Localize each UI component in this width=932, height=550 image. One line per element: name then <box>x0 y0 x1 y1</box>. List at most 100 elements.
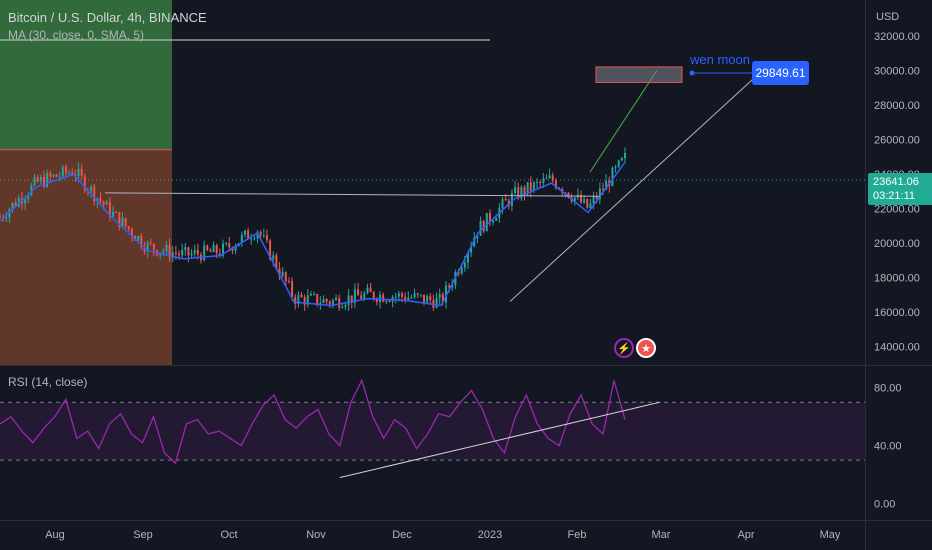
candle-body <box>165 244 168 252</box>
time-tick-label: Oct <box>220 529 237 541</box>
candle-body <box>36 177 39 182</box>
candle-body <box>190 253 193 256</box>
candle-body <box>90 186 93 192</box>
candle-body <box>240 234 243 244</box>
candle-body <box>206 245 209 251</box>
candle-body <box>96 198 99 202</box>
candle-body <box>435 297 438 308</box>
rsi-trend-line[interactable] <box>339 401 661 478</box>
candle-body <box>30 184 33 196</box>
event-icons[interactable]: ⚡ ★ <box>614 338 658 358</box>
candle-body <box>479 220 482 236</box>
candle-body <box>112 211 115 217</box>
green-zone[interactable] <box>0 0 172 150</box>
candle-body <box>108 201 111 217</box>
candle-body <box>325 299 328 302</box>
candle-body <box>363 293 366 299</box>
resistance-line[interactable] <box>104 192 601 197</box>
candle-body <box>68 172 71 174</box>
rsi-legend[interactable]: RSI (14, close) <box>8 375 88 389</box>
candle-body <box>366 287 369 294</box>
candle-body <box>407 297 410 301</box>
target-zone[interactable] <box>595 66 683 83</box>
time-tick-label: May <box>820 529 841 541</box>
candle-body <box>181 250 184 256</box>
time-tick-label: Apr <box>737 529 754 541</box>
candle-body <box>529 182 532 191</box>
candle-body <box>592 196 595 204</box>
time-tick-label: Sep <box>133 529 153 541</box>
candle-body <box>388 301 391 303</box>
candle-body <box>64 166 67 173</box>
candle-body <box>225 242 228 244</box>
candle-body <box>564 192 567 194</box>
candle-body <box>441 294 444 303</box>
projection-arrow[interactable] <box>589 70 658 173</box>
candle-body <box>83 175 86 191</box>
candle-body <box>52 174 55 177</box>
time-tick-label: Aug <box>45 529 65 541</box>
candle-body <box>80 168 83 176</box>
candle-body <box>617 160 620 167</box>
candle-body <box>567 192 570 198</box>
candle-body <box>27 195 30 200</box>
candle-body <box>338 298 341 308</box>
us-flag-icon[interactable]: ★ <box>636 338 656 358</box>
price-tick-label: 22000.00 <box>874 203 920 215</box>
orange-zone[interactable] <box>0 149 172 365</box>
currency-label: USD <box>876 11 899 23</box>
trend-line[interactable] <box>509 76 756 302</box>
candle-body <box>429 296 432 301</box>
candle-body <box>605 180 608 190</box>
candle-body <box>589 203 592 208</box>
candle-body <box>265 235 268 241</box>
candle-body <box>105 201 108 205</box>
candle-body <box>482 220 485 232</box>
candle-body <box>438 294 441 298</box>
candle-body <box>287 281 290 283</box>
candle-body <box>369 287 372 292</box>
candle-body <box>344 305 347 308</box>
candle-body <box>174 252 177 254</box>
rsi-line[interactable] <box>0 378 626 465</box>
candle-body <box>146 242 149 252</box>
candle-body <box>33 177 36 185</box>
candle-body <box>256 231 259 239</box>
candle-body <box>573 197 576 202</box>
candle-body <box>510 193 513 206</box>
time-tick-label: 2023 <box>478 529 502 541</box>
candle-body <box>360 295 363 299</box>
rsi-tick-label: 0.00 <box>874 499 895 511</box>
candle-body <box>514 187 517 194</box>
bolt-icon[interactable]: ⚡ <box>614 338 634 358</box>
candle-body <box>55 174 58 177</box>
callout-dot <box>689 70 695 76</box>
candle-body <box>466 252 469 263</box>
candle-body <box>118 212 121 227</box>
time-tick-label: Dec <box>392 529 412 541</box>
candle-body <box>272 255 275 260</box>
candle-body <box>328 301 331 305</box>
candle-body <box>470 246 473 253</box>
candle-body <box>212 245 215 253</box>
candle-body <box>93 186 96 202</box>
ma-legend[interactable]: MA (30, close, 0, SMA, 5) <box>8 28 145 42</box>
candle-body <box>309 294 312 296</box>
candle-body <box>71 172 74 175</box>
note-label[interactable]: wen moon <box>690 52 750 67</box>
candle-body <box>58 176 61 178</box>
last-price-value: 23641.06 <box>873 176 919 188</box>
candle-body <box>203 245 206 261</box>
candle-body <box>347 295 350 306</box>
price-tick-label: 32000.00 <box>874 31 920 43</box>
candle-body <box>463 262 466 268</box>
target-price-callout[interactable]: 29849.61 <box>752 61 809 85</box>
candle-body <box>218 253 221 256</box>
candle-body <box>196 250 199 255</box>
candle-body <box>247 230 250 240</box>
candle-body <box>140 236 143 248</box>
candle-body <box>275 255 278 269</box>
candle-body <box>49 173 52 177</box>
time-tick-label: Feb <box>568 529 587 541</box>
